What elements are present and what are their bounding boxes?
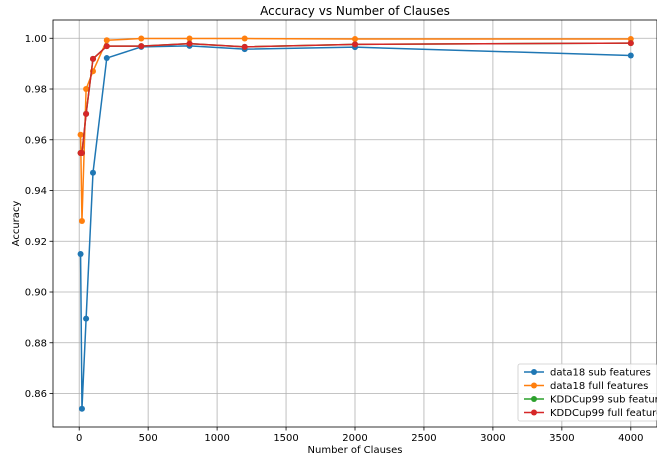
data-point — [138, 43, 145, 50]
legend-item: data18 full features — [524, 381, 648, 392]
data-point — [103, 55, 110, 62]
legend-label: data18 sub features — [550, 368, 651, 379]
y-tick-label: 0.98 — [25, 85, 47, 96]
data-point — [78, 405, 85, 412]
x-tick-label: 3000 — [480, 433, 505, 444]
series-line — [80, 42, 631, 154]
x-tick-label: 2500 — [411, 433, 436, 444]
series-layer — [77, 35, 634, 412]
data-point — [186, 35, 193, 42]
axis-ticks: 0 500 1000 1500 2000 2500 3000 3500 4000 0.86 0.88… — [25, 34, 644, 444]
data-point — [627, 40, 634, 47]
legend-swatch-marker — [531, 396, 537, 402]
x-tick-label: 500 — [139, 433, 158, 444]
y-tick-label: 0.86 — [25, 389, 47, 400]
y-axis-title: Accuracy — [11, 201, 22, 247]
legend-label: KDDCup99 sub features — [550, 395, 657, 406]
data-point — [89, 169, 96, 176]
data-point — [83, 110, 90, 117]
chart-title: Accuracy vs Number of Clauses — [260, 4, 450, 18]
data-point — [103, 43, 110, 50]
x-axis-title: Number of Clauses — [308, 445, 403, 456]
legend-label: KDDCup99 full features — [550, 408, 657, 419]
x-tick-label: 0 — [76, 433, 82, 444]
data-point — [627, 52, 634, 59]
x-tick-label: 4000 — [618, 433, 643, 444]
legend-swatch-marker — [531, 409, 537, 416]
data-point — [77, 250, 84, 257]
data-point — [186, 40, 193, 47]
data-point — [78, 217, 85, 224]
legend-swatch-marker — [531, 369, 537, 375]
y-tick-label: 0.94 — [25, 186, 47, 197]
legend-item: KDDCup99 full features — [524, 408, 657, 419]
data-point — [78, 149, 85, 156]
x-tick-label: 2000 — [342, 433, 367, 444]
data-point — [77, 131, 84, 138]
legend-swatch-marker — [531, 382, 537, 389]
legend-label: data18 full features — [550, 381, 648, 392]
x-tick-label: 1000 — [204, 433, 229, 444]
series-line — [79, 45, 631, 410]
legend-item: KDDCup99 sub features — [524, 395, 657, 406]
data-point — [241, 43, 248, 50]
legend-item: data18 sub features — [524, 368, 651, 379]
data-point — [352, 41, 358, 48]
data-point — [89, 55, 96, 62]
x-tick-label: 1500 — [273, 433, 298, 444]
y-tick-label: 0.96 — [25, 135, 47, 146]
data-point — [83, 315, 90, 322]
legend: data18 sub features data18 full features K… — [517, 363, 657, 422]
legend-box — [517, 363, 657, 422]
y-tick-label: 1.00 — [25, 34, 47, 45]
x-tick-label: 3500 — [549, 433, 574, 444]
data-point — [103, 37, 110, 44]
y-tick-label: 0.90 — [25, 288, 47, 299]
data-point — [83, 86, 90, 93]
data-point — [352, 36, 358, 43]
y-tick-label: 0.92 — [25, 237, 47, 248]
data-point — [241, 35, 248, 42]
data-point — [138, 35, 145, 42]
series-3 — [77, 40, 634, 156]
y-tick-label: 0.88 — [25, 338, 47, 349]
